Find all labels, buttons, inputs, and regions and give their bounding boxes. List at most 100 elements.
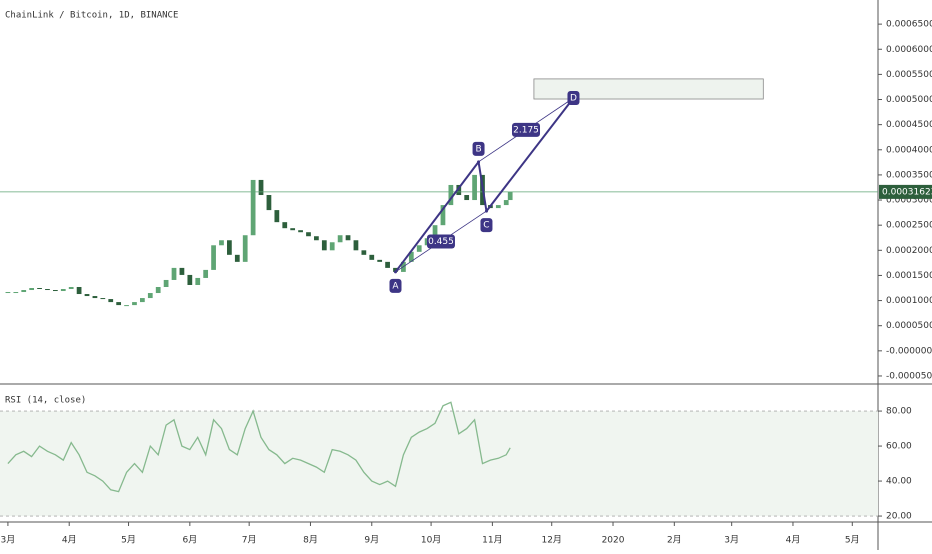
y-tick-label: 20.00: [886, 512, 912, 522]
candle: [306, 232, 311, 237]
candle: [377, 259, 383, 262]
pattern-line: [485, 97, 575, 212]
candle: [140, 298, 145, 303]
x-tick-label: 2020: [602, 536, 625, 546]
candle: [203, 269, 209, 278]
candle: [503, 200, 509, 206]
candle: [464, 195, 470, 201]
candle: [337, 235, 343, 243]
candle: [45, 289, 50, 291]
pattern-point: [477, 160, 481, 164]
x-tick-label: 10月: [421, 535, 441, 546]
pattern-label-box: [472, 141, 485, 156]
candle: [266, 195, 272, 211]
candle: [219, 240, 224, 246]
candle: [60, 289, 66, 292]
candle: [440, 205, 446, 226]
x-tick-label: 5月: [845, 535, 860, 546]
candle: [132, 302, 137, 306]
candle: [116, 302, 122, 306]
x-tick-label: 5月: [121, 535, 136, 546]
candle: [321, 240, 327, 251]
x-tick-label: 9月: [364, 535, 379, 546]
candle: [250, 179, 256, 236]
candle: [329, 242, 335, 251]
candle: [163, 279, 169, 287]
x-tick-label: 3月: [724, 535, 739, 546]
candle: [187, 274, 193, 285]
rsi-line: [7, 401, 511, 493]
ratio-box: [512, 122, 541, 137]
candle: [234, 254, 240, 262]
x-tick-label: 12月: [541, 535, 561, 546]
candle: [84, 294, 90, 297]
x-tick-label: 11月: [482, 535, 502, 546]
candle: [37, 288, 42, 290]
pattern-label-box: [389, 278, 402, 293]
candle: [52, 290, 58, 292]
x-tick-label: 8月: [303, 535, 318, 546]
target-zone: [533, 78, 764, 100]
candle: [5, 292, 11, 294]
candle: [258, 179, 264, 196]
candle: [448, 184, 454, 206]
pattern-label-box: [480, 218, 493, 233]
candle: [92, 296, 98, 299]
pattern-point: [484, 209, 488, 213]
y-tick-label: -0.00005000: [886, 371, 932, 381]
y-tick-label: 60.00: [886, 442, 912, 452]
x-tick-label: 2月: [667, 535, 682, 546]
ratio-box: [426, 234, 455, 249]
pattern-label-box: [567, 91, 580, 106]
candle: [495, 205, 501, 209]
candle: [108, 299, 114, 303]
x-tick-label: 3月: [1, 535, 16, 546]
candle: [227, 240, 232, 255]
y-tick-label: 40.00: [886, 477, 912, 487]
pattern-label: A: [392, 281, 399, 291]
candle: [416, 245, 422, 252]
candle: [314, 236, 319, 241]
candle: [282, 222, 288, 229]
candle: [345, 235, 351, 241]
rsi-band: [0, 411, 878, 517]
candle: [432, 225, 438, 239]
candle: [21, 290, 27, 293]
candle: [179, 267, 185, 275]
ratio-label: 2.175: [513, 125, 539, 135]
candle: [29, 288, 35, 291]
candle: [100, 298, 106, 300]
candle: [155, 286, 161, 294]
x-tick-label: 4月: [62, 535, 77, 546]
candle: [195, 277, 201, 285]
x-tick-label: 4月: [786, 535, 801, 546]
y-tick-label: -0.00000000: [886, 346, 932, 356]
x-tick-label: 6月: [182, 535, 197, 546]
candle: [124, 305, 129, 307]
pattern-label: C: [483, 221, 489, 231]
ratio-label: 0.455: [428, 237, 454, 247]
pattern-line: [394, 161, 480, 273]
candle: [211, 245, 216, 270]
candle: [242, 235, 248, 262]
candle: [68, 286, 74, 290]
last-price-label: 0.00031623: [882, 187, 932, 197]
candle: [147, 293, 153, 299]
y-tick-label: 80.00: [886, 407, 912, 417]
rsi-title: RSI (14, close): [5, 396, 86, 406]
candle: [369, 254, 375, 260]
candle: [408, 251, 414, 262]
candle: [13, 292, 19, 294]
pattern-label: B: [475, 144, 481, 154]
x-tick-label: 7月: [242, 535, 257, 546]
pattern-label: D: [570, 94, 577, 104]
